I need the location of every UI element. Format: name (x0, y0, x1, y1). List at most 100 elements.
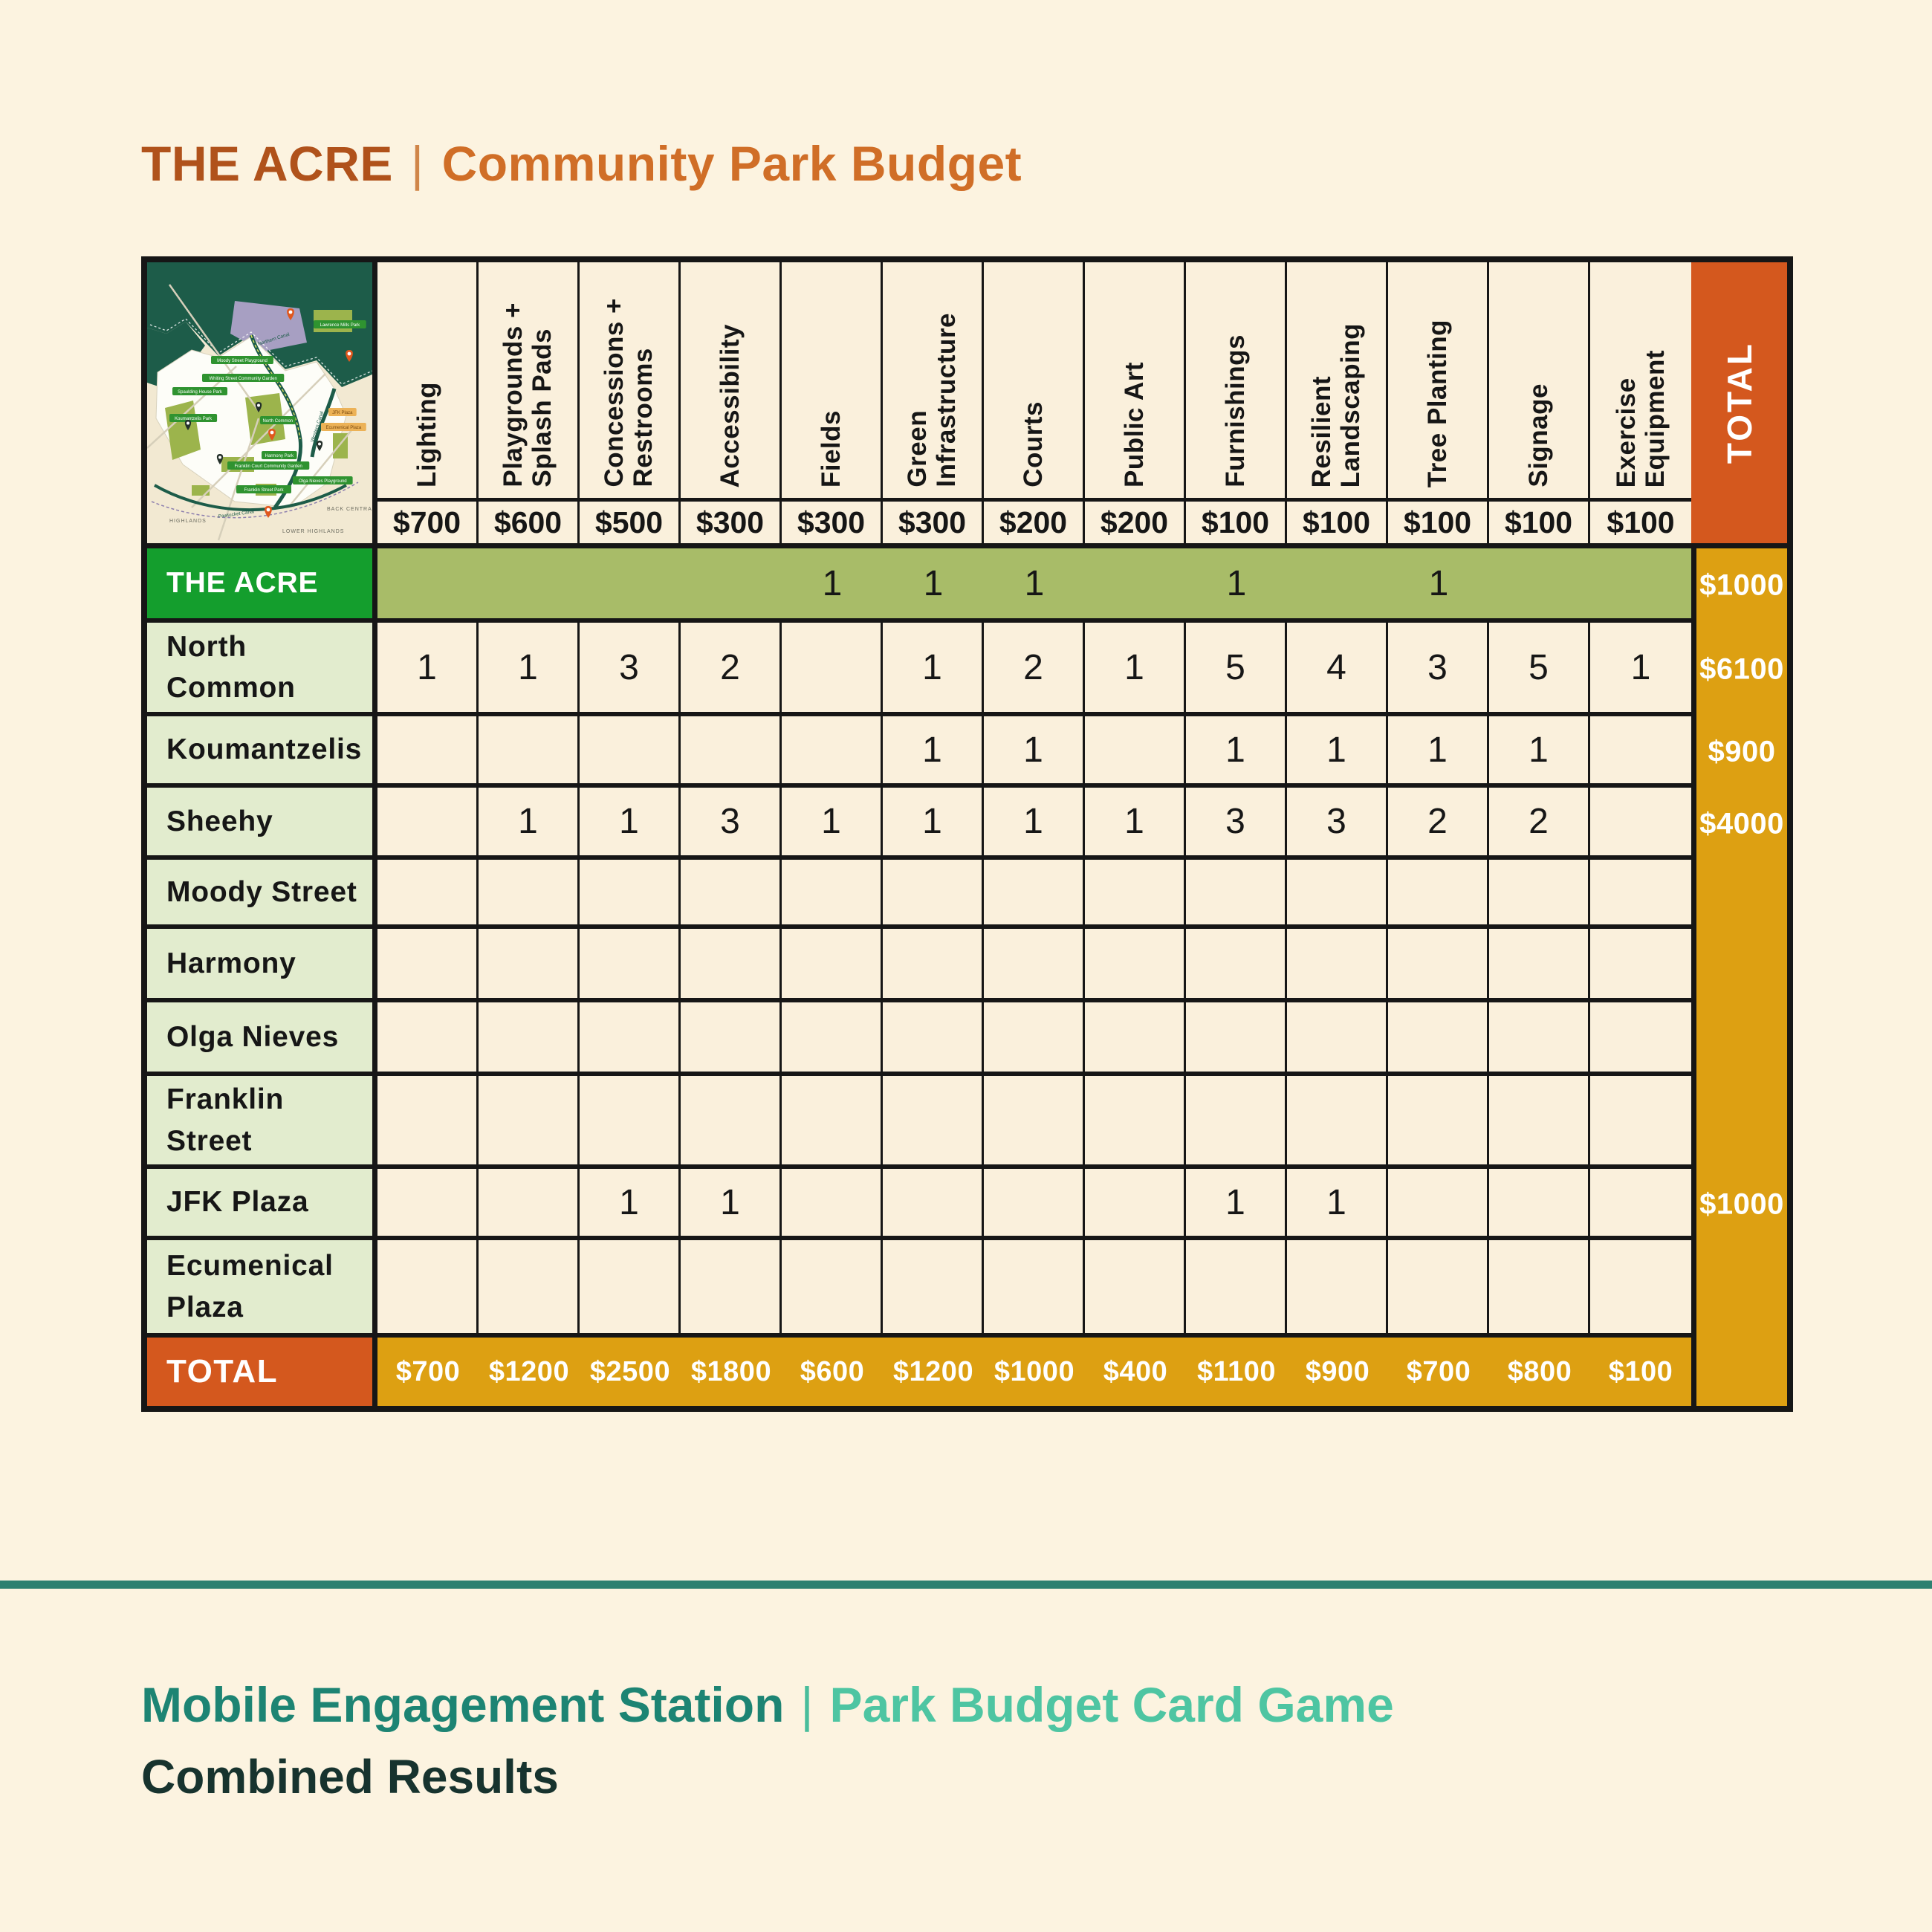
row-label: Koumantzelis (147, 716, 377, 783)
count-cell (1590, 860, 1691, 924)
count-cell (1085, 716, 1186, 783)
count-cell (1489, 1169, 1590, 1236)
column-total-value: $1800 (690, 1355, 772, 1387)
category-label: Playgrounds + Splash Pads (479, 262, 577, 498)
count-cell (1388, 929, 1489, 998)
column-totals-band: $700 $1200 $2500 $1800 $600 $1200 $1000 $400 $11… (377, 1338, 1691, 1406)
count-cell (377, 1076, 479, 1164)
svg-text:Spaulding House Park: Spaulding House Park (178, 390, 223, 395)
count-cell (580, 1076, 681, 1164)
table-row-the-acre: THE ACRE 1 1 1 1 1 (147, 548, 1691, 623)
count-cell (681, 929, 782, 998)
count-cell (1287, 929, 1388, 998)
map-park-tag: North Common (260, 416, 296, 424)
category-label-text: Public Art (1119, 362, 1149, 487)
title-separator: | (410, 136, 424, 191)
category-label: Concessions + Restrooms (580, 262, 678, 498)
count-cell: 1 (1388, 716, 1489, 783)
footer-divider-line (0, 1581, 1932, 1589)
count-cell (1388, 1002, 1489, 1072)
count-cell: 1 (883, 716, 984, 783)
category-price: $300 (782, 498, 881, 543)
header-cell-tree-planting: Tree Planting $100 (1388, 262, 1489, 543)
svg-text:Olga Nieves Playground: Olga Nieves Playground (299, 479, 347, 484)
category-label: Signage (1489, 262, 1588, 498)
svg-text:Whiting Street Community Garde: Whiting Street Community Garden (209, 377, 276, 381)
count-cell (1590, 1169, 1691, 1236)
count-cell: 1 (479, 788, 580, 855)
count-cell: 1 (1186, 716, 1287, 783)
category-price: $100 (1489, 498, 1588, 543)
category-price: $100 (1388, 498, 1487, 543)
column-total-value: $400 (1103, 1355, 1168, 1387)
count-cell (1388, 860, 1489, 924)
count-cell (782, 716, 883, 783)
count-cell (1388, 1076, 1489, 1164)
map-pin-black-icon (216, 454, 224, 464)
svg-text:North Common: North Common (262, 419, 293, 424)
count-cell: 1 (883, 623, 984, 712)
svg-text:Ecumenical Plaza: Ecumenical Plaza (326, 426, 362, 430)
count-cell (1186, 1002, 1287, 1072)
count-cell: 1 (1024, 563, 1045, 603)
count-cell: 1 (883, 788, 984, 855)
column-total-value: $1200 (488, 1355, 570, 1387)
count-cell (1186, 1076, 1287, 1164)
count-cell: 1 (1085, 788, 1186, 855)
row-label: THE ACRE (147, 548, 377, 618)
count-cell (883, 1169, 984, 1236)
count-cell (1085, 929, 1186, 998)
count-cell (1287, 1240, 1388, 1333)
category-header-columns: Lighting $700 Playgrounds + Splash Pads $60… (377, 262, 1691, 543)
count-cell (883, 1240, 984, 1333)
count-cell (1388, 1240, 1489, 1333)
footer-station-label: Mobile Engagement Station (141, 1677, 785, 1732)
map-park-tag: Olga Nieves Playground (293, 476, 353, 484)
count-cell (883, 1076, 984, 1164)
count-cell (681, 1002, 782, 1072)
category-label-text: Tree Planting (1422, 319, 1452, 487)
count-cell (984, 929, 1085, 998)
row-label: JFK Plaza (147, 1169, 377, 1236)
row-label: Sheehy (147, 788, 377, 855)
row-label: Olga Nieves (147, 1002, 377, 1072)
category-label: Green Infrastructure (883, 262, 982, 498)
map-pin-black-icon (316, 441, 323, 451)
count-cell (984, 1169, 1085, 1236)
table-row-ecumenical-plaza: Ecumenical Plaza (147, 1240, 1691, 1338)
count-cell (1590, 716, 1691, 783)
count-cell: 1 (822, 563, 843, 603)
count-cell (1287, 1076, 1388, 1164)
count-cell (479, 1076, 580, 1164)
count-cell (479, 929, 580, 998)
row-total-value: $6100 (1699, 652, 1784, 686)
header-cell-concessions-restrooms: Concessions + Restrooms $500 (580, 262, 681, 543)
column-total-value: $100 (1608, 1355, 1673, 1387)
count-cell (1590, 929, 1691, 998)
count-cell: 1 (1085, 623, 1186, 712)
category-label: Accessibility (681, 262, 779, 498)
map-pin-orange-icon (346, 350, 353, 362)
count-cell (681, 860, 782, 924)
category-price: $100 (1590, 498, 1691, 543)
total-column-header-label: TOTAL (1719, 341, 1759, 464)
category-price: $600 (479, 498, 577, 543)
count-cell: 1 (681, 1169, 782, 1236)
count-cell (580, 1240, 681, 1333)
total-column-header: TOTAL (1691, 262, 1787, 543)
header-cell-courts: Courts $200 (984, 262, 1085, 543)
header-cell-exercise-equipment: Exercise Equipment $100 (1590, 262, 1691, 543)
count-cell: 2 (681, 623, 782, 712)
category-label: Lighting (377, 262, 476, 498)
row-label: Harmony (147, 929, 377, 998)
count-cell (1590, 1076, 1691, 1164)
acre-selection-band: 1 1 1 1 1 (377, 548, 1691, 618)
count-cell (782, 623, 883, 712)
header-cell-lighting: Lighting $700 (377, 262, 479, 543)
category-label-text: Playgrounds + Splash Pads (499, 302, 557, 487)
count-cell (377, 548, 479, 618)
footer-subheading: Combined Results (141, 1750, 559, 1803)
category-label-text: Furnishings (1220, 334, 1250, 487)
